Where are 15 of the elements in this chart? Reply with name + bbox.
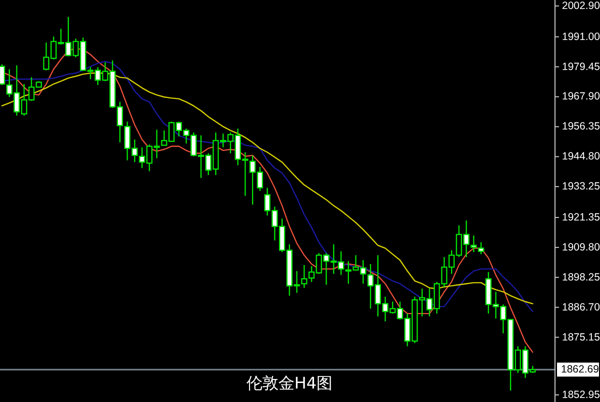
y-tick-label: 1875.15 <box>562 331 600 344</box>
y-tick-label: 1852.95 <box>562 388 600 401</box>
ref-line-label: 1862.69 <box>561 364 600 376</box>
y-tick-label: 1991.00 <box>562 30 600 43</box>
y-tick-label: 2002.90 <box>562 0 600 12</box>
y-tick-label: 1967.90 <box>562 90 600 103</box>
y-tick-label: 1921.35 <box>562 211 600 224</box>
y-tick-label: 1979.45 <box>562 60 600 73</box>
y-tick-label: 1933.25 <box>562 180 600 193</box>
y-tick-label: 1886.70 <box>562 301 600 314</box>
y-tick-label: 1898.25 <box>562 271 600 284</box>
y-tick-label: 1944.80 <box>562 150 600 163</box>
y-tick-label: 1956.35 <box>562 120 600 133</box>
text: 伦敦金H4图 <box>246 374 333 392</box>
y-tick-label: 1909.80 <box>562 241 600 254</box>
